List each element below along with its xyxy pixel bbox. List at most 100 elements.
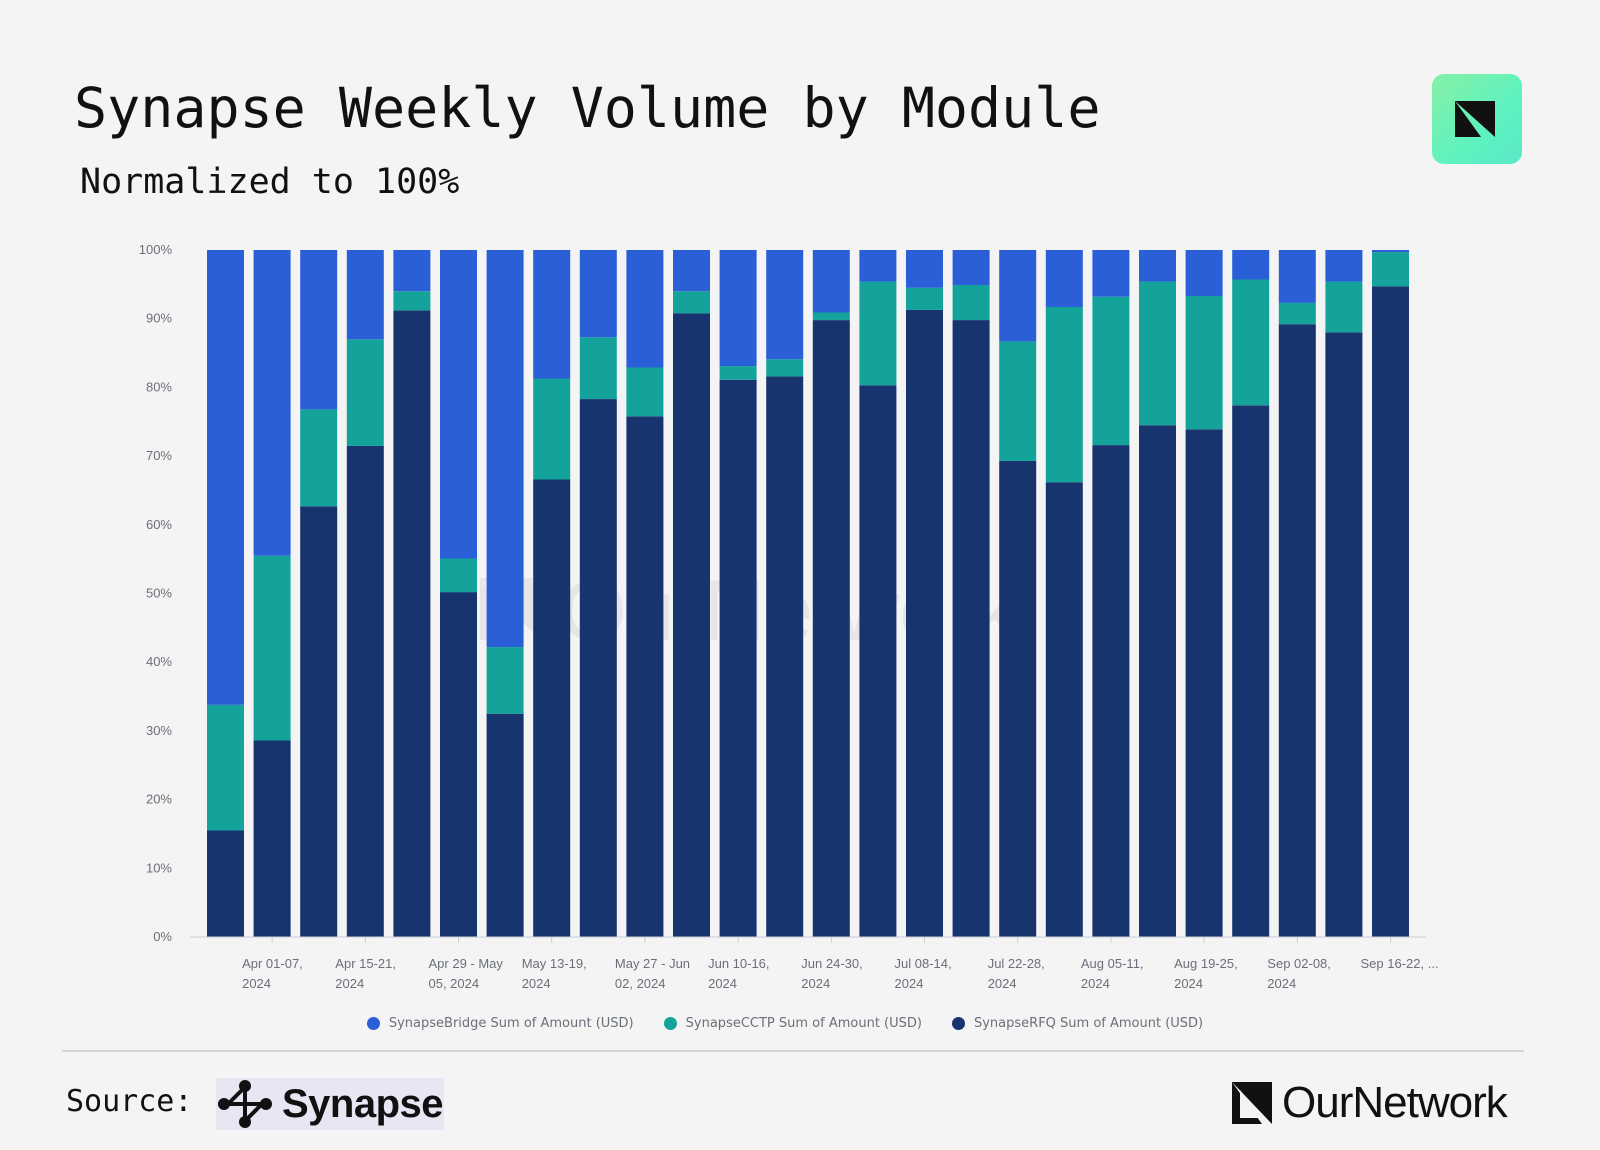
bar-segment-cctp-23[interactable] <box>1278 302 1316 325</box>
bar-segment-bridge-15[interactable] <box>906 250 943 288</box>
legend-label-rfq: SynapseRFQ Sum of Amount (USD) <box>973 1016 1204 1031</box>
bar-segment-bridge-24[interactable] <box>1325 250 1363 282</box>
bar-segment-cctp-14[interactable] <box>859 281 897 386</box>
page-title: Synapse Weekly Volume by Module <box>74 76 1101 140</box>
bar-segment-cctp-20[interactable] <box>1139 281 1176 426</box>
bar-segment-cctp-4[interactable] <box>393 291 431 311</box>
bar-segment-rfq-13[interactable] <box>812 320 850 938</box>
bar-segment-bridge-20[interactable] <box>1139 250 1176 282</box>
bar-segment-bridge-25[interactable] <box>1372 250 1409 253</box>
bar-segment-rfq-0[interactable] <box>207 830 244 938</box>
bar-segment-rfq-14[interactable] <box>859 385 897 937</box>
bar-segment-cctp-25[interactable] <box>1372 252 1409 287</box>
bar-segment-bridge-21[interactable] <box>1185 250 1223 296</box>
bar-segment-bridge-17[interactable] <box>999 250 1037 342</box>
bar-segment-bridge-12[interactable] <box>766 250 804 360</box>
x-tick-label: Apr 29 - May <box>429 956 504 971</box>
bar-segment-bridge-0[interactable] <box>207 250 244 705</box>
footer-divider <box>62 1050 1524 1052</box>
bar-segment-cctp-8[interactable] <box>579 337 617 399</box>
bar-segment-bridge-22[interactable] <box>1232 250 1270 280</box>
bar-segment-cctp-9[interactable] <box>626 367 664 417</box>
bar-segment-rfq-5[interactable] <box>440 592 477 937</box>
x-tick-label: Apr 01-07, <box>242 956 303 971</box>
bar-segment-cctp-24[interactable] <box>1325 281 1363 333</box>
bar-segment-rfq-2[interactable] <box>300 506 338 937</box>
bar-segment-rfq-3[interactable] <box>346 445 384 937</box>
legend-item-cctp[interactable]: SynapseCCTP Sum of Amount (USD) <box>663 1016 922 1031</box>
bar-segment-cctp-16[interactable] <box>952 285 990 320</box>
bar-segment-cctp-11[interactable] <box>719 366 757 380</box>
bar-segment-bridge-2[interactable] <box>300 250 338 410</box>
x-tick-label: Jul 08-14, <box>895 956 952 971</box>
bar-segment-bridge-1[interactable] <box>253 250 291 556</box>
bar-segment-cctp-21[interactable] <box>1185 296 1223 430</box>
x-tick-label: 2024 <box>335 976 364 991</box>
x-axis: Apr 01-07, 2024 Apr 15-21, 2024 Apr 29 - May… <box>190 936 1439 991</box>
bar-segment-cctp-3[interactable] <box>346 339 384 446</box>
bar-segment-bridge-19[interactable] <box>1092 250 1130 297</box>
bar-segment-rfq-20[interactable] <box>1139 425 1176 937</box>
bar-segment-cctp-1[interactable] <box>253 555 291 741</box>
bar-segment-bridge-9[interactable] <box>626 250 664 368</box>
bar-segment-cctp-18[interactable] <box>1045 307 1083 483</box>
bar-segment-cctp-0[interactable] <box>207 704 244 831</box>
y-tick-label: 60% <box>146 517 172 532</box>
bar-segment-rfq-10[interactable] <box>673 313 710 937</box>
bar-segment-rfq-21[interactable] <box>1185 429 1223 937</box>
bar-segment-rfq-8[interactable] <box>579 399 617 938</box>
bar-segment-bridge-11[interactable] <box>719 250 757 367</box>
bar-segment-rfq-11[interactable] <box>719 379 757 937</box>
bar-segment-cctp-15[interactable] <box>906 287 943 310</box>
y-tick-label: 30% <box>146 723 172 738</box>
bar-segment-rfq-12[interactable] <box>766 376 804 937</box>
x-tick-label: 2024 <box>522 976 551 991</box>
bar-segment-cctp-12[interactable] <box>766 359 804 377</box>
bar-segment-cctp-7[interactable] <box>533 378 571 480</box>
bar-segment-cctp-19[interactable] <box>1092 296 1130 446</box>
x-tick-label: 2024 <box>242 976 271 991</box>
bar-segment-bridge-10[interactable] <box>673 250 710 292</box>
bar-segment-cctp-6[interactable] <box>486 647 524 714</box>
bar-segment-bridge-3[interactable] <box>346 250 384 340</box>
legend-item-bridge[interactable]: SynapseBridge Sum of Amount (USD) <box>366 1016 634 1031</box>
bar-segment-rfq-25[interactable] <box>1372 286 1409 937</box>
bar-segment-rfq-7[interactable] <box>533 479 571 938</box>
x-tick-label: Jun 24-30, <box>801 956 862 971</box>
bar-segment-rfq-22[interactable] <box>1232 405 1270 937</box>
x-tick-label: 2024 <box>895 976 924 991</box>
bar-segment-bridge-13[interactable] <box>812 250 850 313</box>
bar-segment-bridge-5[interactable] <box>440 250 477 559</box>
x-tick-label: 2024 <box>708 976 737 991</box>
bar-segment-cctp-22[interactable] <box>1232 279 1270 406</box>
bar-segment-bridge-23[interactable] <box>1278 250 1316 303</box>
y-tick-label: 0% <box>153 929 172 944</box>
bar-segment-rfq-19[interactable] <box>1092 445 1130 937</box>
bar-segment-rfq-6[interactable] <box>486 713 524 937</box>
bar-segment-cctp-10[interactable] <box>673 291 710 314</box>
bar-segment-bridge-6[interactable] <box>486 250 524 648</box>
legend-item-rfq[interactable]: SynapseRFQ Sum of Amount (USD) <box>951 1016 1204 1031</box>
bar-segment-rfq-1[interactable] <box>253 740 291 938</box>
bar-segment-rfq-18[interactable] <box>1045 482 1083 937</box>
bar-segment-cctp-17[interactable] <box>999 341 1037 461</box>
bar-segment-rfq-4[interactable] <box>393 310 431 938</box>
bar-segment-cctp-5[interactable] <box>440 558 477 593</box>
bar-segment-bridge-8[interactable] <box>579 250 617 338</box>
bar-segment-bridge-14[interactable] <box>859 250 897 282</box>
bar-segment-rfq-15[interactable] <box>906 309 943 937</box>
bar-segment-bridge-7[interactable] <box>533 250 571 379</box>
bar-segment-rfq-17[interactable] <box>999 460 1037 937</box>
bar-segment-rfq-9[interactable] <box>626 416 664 937</box>
bar-segment-bridge-4[interactable] <box>393 250 431 292</box>
bar-segment-cctp-13[interactable] <box>812 312 850 321</box>
legend-dot-rfq <box>951 1017 965 1030</box>
x-tick-label: Jul 22-28, <box>988 956 1045 971</box>
bar-segment-cctp-2[interactable] <box>300 409 338 507</box>
bar-segment-rfq-23[interactable] <box>1278 324 1316 937</box>
bar-segment-rfq-16[interactable] <box>952 320 990 938</box>
synapse-logo-icon <box>218 1080 272 1128</box>
bar-segment-rfq-24[interactable] <box>1325 332 1363 937</box>
bar-segment-bridge-16[interactable] <box>952 250 990 285</box>
bar-segment-bridge-18[interactable] <box>1045 250 1083 307</box>
